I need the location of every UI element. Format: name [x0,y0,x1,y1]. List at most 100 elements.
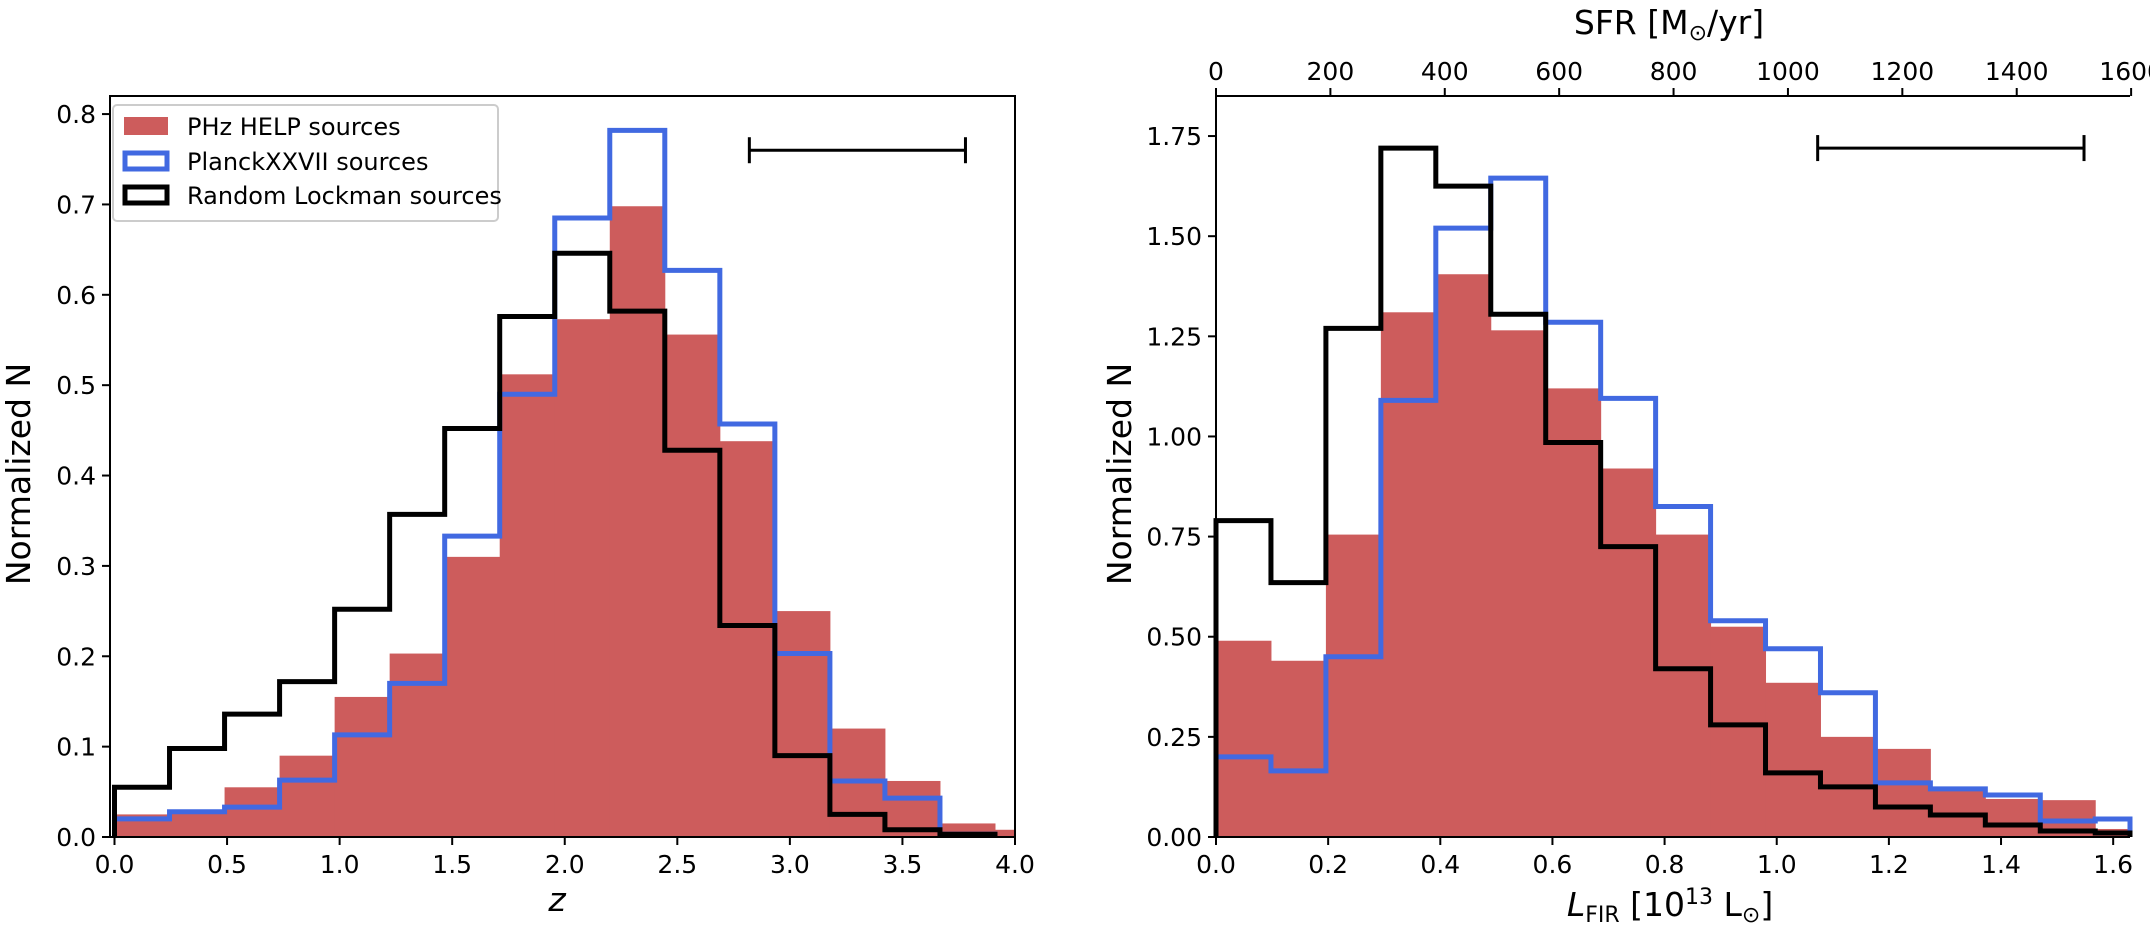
lfir-symbol: L [1567,885,1585,924]
x-tick-label-7: 1.4 [1981,850,2021,879]
top-tick-label-7: 1400 [1985,57,2049,86]
bar-lfir-7 [1600,468,1657,837]
x-tick-label-6: 3.0 [770,850,810,879]
bar-lfir-9 [1710,626,1767,837]
lfir-panel: 0.0 0.2 0.4 0.6 0.8 1.0 1.2 1.4 1.6 0.00 0.25 0.50… [1100,3,2150,928]
y-tick-label-8: 0.8 [56,100,96,129]
legend-swatch-planck [122,150,170,172]
y-tick-label-2: 0.50 [1146,623,1202,652]
lfir-x-ticks: 0.0 0.2 0.4 0.6 0.8 1.0 1.2 1.4 1.6 [1196,837,2133,879]
bar-z-1 [169,809,226,837]
random-lockman-step-line [112,250,998,837]
y-tick-label-7: 1.75 [1146,122,1202,151]
top-tick-label-0: 0 [1208,57,1224,86]
bar-z-4 [334,696,391,837]
random-lockman-step-line-lfir [1213,145,2133,837]
lfir-x-axis-title: LFIR [1013 L⊙] [1567,885,1773,928]
y-tick-label-6: 1.50 [1146,222,1202,251]
bar-lfir-3 [1380,312,1437,838]
x-tick-label-5: 1.0 [1757,850,1797,879]
redshift-y-ticks: 0.0 0.1 0.2 0.3 0.4 0.5 0.6 0.7 0.8 [56,100,110,852]
bar-lfir-14 [1985,798,2041,837]
legend-label-random: Random Lockman sources [187,182,502,210]
y-tick-label-4: 1.00 [1146,422,1202,451]
lfir-unit: L [1713,885,1742,924]
redshift-panel: 0.0 0.5 1.0 1.5 2.0 2.5 3.0 3.5 4.0 0.0 0.1 0.2 0.3… [0,95,1035,919]
y-tick-label-6: 0.6 [56,281,96,310]
lfir-sun-subscript: ⊙ [1742,903,1760,928]
top-tick-label-3: 600 [1535,57,1583,86]
x-tick-label-4: 2.0 [545,850,585,879]
bar-lfir-0 [1216,640,1272,837]
x-tick-label-2: 1.0 [320,850,360,879]
top-tick-label-4: 800 [1650,57,1698,86]
lfir-unit-open: [10 [1620,885,1685,924]
y-tick-label-1: 0.25 [1146,723,1202,752]
redshift-x-axis-title: z [547,880,566,919]
legend-swatch-phz [124,117,168,135]
lfir-exponent: 13 [1685,885,1713,910]
bar-lfir-10 [1765,682,1821,837]
bar-z-6 [444,556,501,837]
bar-z-10 [664,334,721,837]
sfr-label-main: SFR [M [1574,3,1689,42]
y-tick-label-3: 0.75 [1146,523,1202,552]
bar-z-11 [719,441,776,837]
bar-lfir-6 [1545,388,1602,837]
x-tick-label-2: 0.4 [1420,850,1460,879]
y-tick-label-4: 0.4 [56,462,96,491]
phz-help-bars-lfir [1216,274,2131,838]
bar-z-9 [609,206,666,837]
lfir-y-ticks: 0.00 0.25 0.50 0.75 1.00 1.25 1.50 1.75 [1146,122,1216,852]
legend-frame [112,104,499,222]
x-tick-label-3: 1.5 [432,850,472,879]
redshift-x-ticks: 0.0 0.5 1.0 1.5 2.0 2.5 3.0 3.5 4.0 [95,837,1035,879]
x-tick-label-1: 0.5 [207,850,247,879]
x-tick-label-4: 0.8 [1645,850,1685,879]
bar-z-12 [774,611,831,837]
legend: PHz HELP sources PlanckXXVII sources Ran… [112,104,502,222]
y-tick-label-7: 0.7 [56,190,96,219]
lfir-unit-close: ] [1760,885,1773,924]
y-tick-label-3: 0.3 [56,552,96,581]
bar-lfir-2 [1325,534,1382,837]
lfir-subscript: FIR [1585,903,1619,928]
lfir-error-bar [1816,135,2086,162]
bar-z-8 [554,319,611,838]
redshift-y-axis-title: Normalized N [0,363,38,585]
x-tick-label-8: 4.0 [995,850,1035,879]
x-tick-label-6: 1.2 [1869,850,1909,879]
x-tick-label-0: 0.0 [95,850,135,879]
top-tick-label-6: 1200 [1871,57,1935,86]
legend-label-phz: PHz HELP sources [187,113,401,141]
bar-lfir-5 [1490,330,1547,837]
bar-lfir-12 [1875,748,1931,837]
y-tick-label-0: 0.00 [1146,823,1202,852]
top-tick-label-8: 1600 [2099,57,2150,86]
x-tick-label-7: 3.5 [883,850,923,879]
bar-z-7 [499,374,556,837]
redshift-error-bar [747,137,967,164]
x-tick-label-0: 0.0 [1196,850,1236,879]
y-tick-label-2: 0.2 [56,642,96,671]
sfr-label-rest: /yr] [1707,3,1764,42]
bar-z-3 [279,755,336,837]
sfr-sun-subscript: ⊙ [1689,21,1707,46]
bar-lfir-8 [1655,534,1712,837]
x-tick-label-3: 0.6 [1533,850,1573,879]
top-tick-label-5: 1000 [1756,57,1820,86]
bar-lfir-4 [1435,274,1492,837]
bar-z-16 [994,829,1016,837]
top-tick-label-1: 200 [1307,57,1355,86]
y-tick-label-0: 0.0 [56,823,96,852]
sfr-top-axis-title: SFR [M⊙/yr] [1574,3,1764,46]
bar-z-2 [224,787,281,837]
legend-swatch-random [122,184,170,206]
redshift-plot-frame [109,95,1016,838]
x-tick-label-5: 2.5 [657,850,697,879]
y-tick-label-1: 0.1 [56,733,96,762]
sfr-top-ticks: 0 200 400 600 800 1000 1200 1400 1600 [1208,57,2150,96]
top-tick-label-2: 400 [1421,57,1469,86]
lfir-y-axis-title: Normalized N [1100,363,1139,585]
